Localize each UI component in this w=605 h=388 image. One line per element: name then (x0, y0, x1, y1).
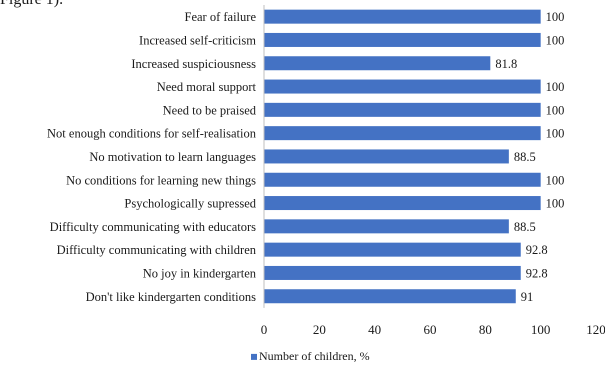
category-label: Don't like kindergarten conditions (86, 290, 257, 304)
bar (264, 265, 521, 280)
bar (264, 149, 509, 164)
bar-value-label: 100 (546, 33, 565, 47)
category-label: Need to be praised (163, 103, 257, 117)
x-axis-ticks-group: 0 20 40 60 80 100 120 (261, 322, 605, 337)
legend-swatch (251, 353, 257, 360)
caption-fragment: Figure 1). (0, 0, 63, 9)
bar-value-label: 91 (521, 290, 534, 304)
bar (264, 172, 541, 187)
bars-group (264, 9, 541, 304)
x-tick-label: 100 (531, 322, 551, 337)
bar-value-label: 92.8 (526, 243, 548, 257)
x-tick-label: 0 (261, 322, 268, 337)
x-tick-label: 40 (368, 322, 381, 337)
x-tick-label: 20 (313, 322, 326, 337)
category-label: Difficulty communicating with children (57, 243, 257, 257)
bar-value-label: 88.5 (514, 220, 536, 234)
category-label: Need moral support (157, 80, 257, 94)
legend-label: Number of children, % (259, 349, 370, 363)
bar-value-label: 100 (546, 197, 565, 211)
bar-value-label: 100 (546, 10, 565, 24)
category-label: Fear of failure (185, 10, 257, 24)
category-label: No joy in kindergarten (143, 266, 257, 280)
category-label: No conditions for learning new things (66, 173, 256, 187)
bar-value-label: 100 (546, 80, 565, 94)
bar (264, 219, 509, 234)
bar (264, 102, 541, 117)
bar (264, 242, 521, 257)
category-label: Difficulty communicating with educators (50, 220, 256, 234)
category-label: Increased self-criticism (139, 33, 256, 47)
x-tick-label: 120 (586, 322, 605, 337)
x-tick-label: 60 (424, 322, 437, 337)
bar (264, 32, 541, 47)
category-labels-group: Fear of failure Increased self-criticism I… (47, 10, 257, 304)
bar-value-label: 88.5 (514, 150, 536, 164)
category-label: Not enough conditions for self-realisati… (47, 127, 257, 141)
bar (264, 79, 541, 94)
value-labels-group: 100 100 81.8 100 100 100 88.5 100 100 88.5 92.8 92.… (495, 10, 564, 304)
bar-value-label: 81.8 (495, 57, 517, 71)
bar (264, 126, 541, 141)
bar (264, 289, 516, 304)
bar-value-label: 100 (546, 173, 565, 187)
category-label: Increased suspiciousness (131, 57, 256, 71)
bar (264, 9, 541, 24)
bar-value-label: 92.8 (526, 266, 548, 280)
category-label: No motivation to learn languages (89, 150, 256, 164)
x-tick-label: 80 (479, 322, 492, 337)
bar (264, 196, 541, 211)
legend: Number of children, % (251, 349, 370, 363)
bar (264, 56, 491, 71)
category-label: Psychologically supressed (124, 197, 256, 211)
bar-value-label: 100 (546, 127, 565, 141)
bar-value-label: 100 (546, 103, 565, 117)
